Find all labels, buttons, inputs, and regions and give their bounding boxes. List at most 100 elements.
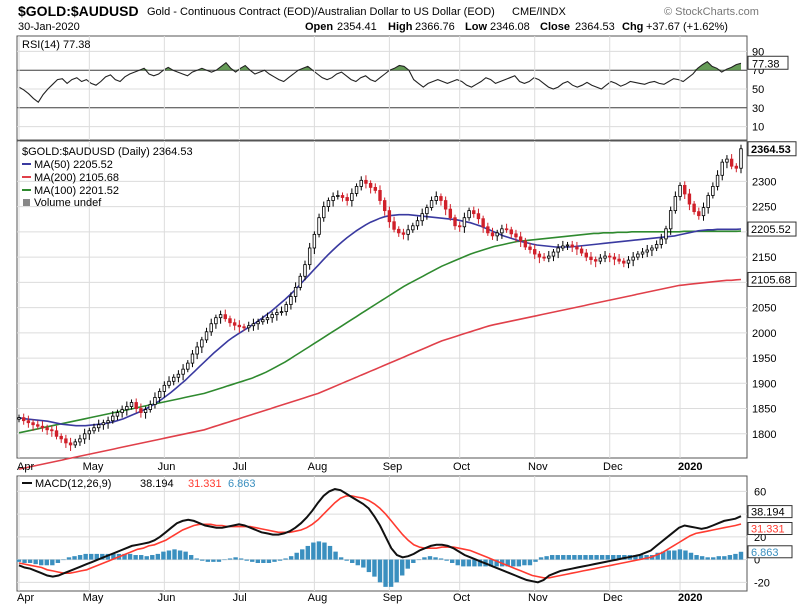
macd-histogram-bar [238,558,244,560]
macd-histogram-bar [494,559,499,567]
macd-histogram-bar [172,549,177,560]
macd-histogram-bar [699,556,705,560]
macd-histogram-bar [705,557,710,560]
price-tick-label: 2250 [752,202,776,214]
macd-histogram-bar [61,559,66,561]
candle-body [401,232,406,235]
chart-date: 30-Jan-2020 [18,21,80,33]
macd-histogram-bar [477,559,483,567]
candle-body [176,373,181,378]
candle-body [143,409,148,413]
macd-histogram-bar [561,555,566,560]
macd-x-label: May [83,592,104,604]
volume-legend-swatch [23,199,30,206]
macd-histogram-bar [572,555,577,560]
macd-histogram-bar [105,553,111,560]
candle-body [514,233,518,238]
candle-body [486,226,490,234]
macd-histogram-bar [100,553,105,560]
chart-exchange: CME/INDX [512,6,566,18]
candle-body [570,244,574,248]
rsi-tick-label: 30 [752,103,764,115]
macd-histogram-bar [72,556,77,560]
candle-body [214,317,218,325]
candle-body [584,252,588,258]
macd-histogram-bar [488,559,494,567]
candle-body [64,438,68,444]
candle-body [59,435,63,440]
candle-body [645,249,649,253]
candle-body [701,207,706,217]
ma50-line [18,213,742,427]
macd-x-label: Jul [233,592,247,604]
candle-body [359,179,363,187]
macd-x-label: Apr [17,592,34,604]
macd-x-label: Dec [603,592,623,604]
ma50-value-box [747,221,797,237]
candle-body [307,247,312,266]
price-tick-label: 1950 [752,353,776,365]
macd-signal-line [18,495,742,579]
price-x-label: Sep [383,461,403,473]
candle-body [542,256,546,259]
macd-histogram-bar [405,559,410,569]
macd-histogram-bar [194,558,199,560]
candle-body [265,317,270,321]
rsi-line [18,61,742,104]
macd-line [18,488,742,584]
macd-histogram-bar [127,553,133,560]
macd-histogram-bar [422,557,427,560]
candle-body [200,339,204,348]
macd-tick-label: 0 [754,555,760,567]
candle-body [654,244,659,249]
candle-body [26,420,31,424]
macd-histogram-bar [250,559,255,562]
macd-histogram-bar [472,559,477,567]
macd-histogram-bar [372,559,377,577]
candle-body [223,314,227,320]
macd-histogram-bar [383,559,388,587]
candle-body [504,228,509,231]
candle-body [697,211,701,217]
candle-body [387,210,392,223]
macd-value-box [747,505,793,519]
macd-histogram-bar [305,545,310,560]
macd-histogram-bar [655,552,660,560]
macd-histogram-bar [227,558,233,560]
macd-histogram-bar [377,559,383,583]
candle-body [598,257,603,262]
chart-symbol: $GOLD:$AUDUSD [18,3,139,19]
macd-histogram-bar [688,552,694,560]
macd-histogram-bar [677,549,683,560]
macd-histogram-bar [577,555,583,560]
price-legend: $GOLD:$AUDUSD (Daily) 2364.53 [22,146,193,158]
candle-body [251,323,256,327]
candle-body [420,213,424,222]
price-x-label: 2020 [678,461,702,473]
macd-histogram-bar [338,557,344,560]
candle-body [78,438,82,443]
candle-body [711,185,715,196]
macd-histogram-bar [255,559,261,563]
candle-body [739,148,743,169]
candle-body [181,368,185,375]
candle-body [626,259,631,264]
candle-body [275,312,279,316]
open-label: Open [305,21,333,33]
macd-histogram-bar [444,559,449,561]
macd-histogram-bar [416,559,422,561]
candle-body [312,233,317,249]
candle-body [397,228,401,234]
macd-histogram-bar [83,553,88,560]
candle-body [734,165,739,169]
candle-body [467,210,471,219]
candle-body [439,196,443,201]
macd-histogram-bar [89,553,94,560]
macd-histogram-bar [388,559,394,587]
macd-histogram-bar [322,542,327,560]
candle-body [148,404,152,410]
candle-body [115,412,120,417]
candle-body [350,193,354,201]
